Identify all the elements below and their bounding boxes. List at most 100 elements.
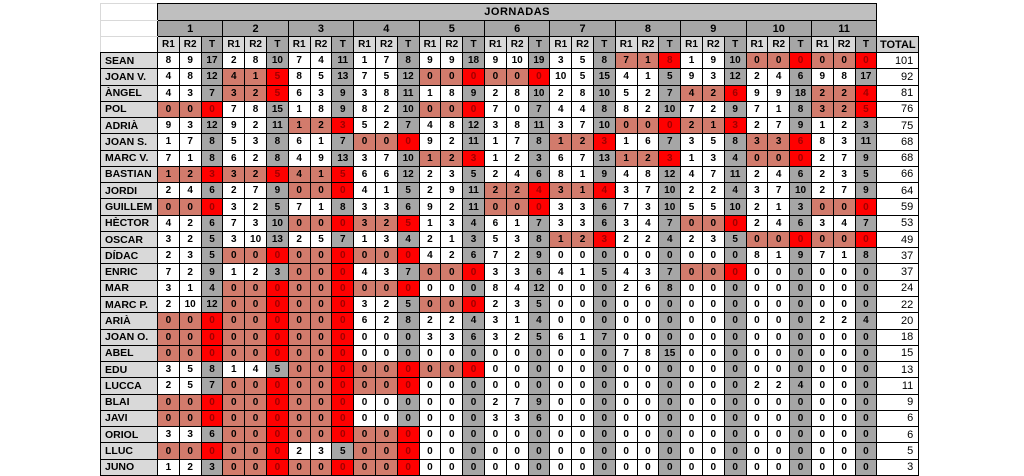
- score-cell-r2[interactable]: 7: [767, 117, 791, 135]
- score-cell-r2[interactable]: 0: [571, 393, 594, 411]
- score-cell-total[interactable]: 4: [396, 230, 420, 249]
- score-cell-total[interactable]: 5: [592, 263, 616, 281]
- score-cell-r2[interactable]: 0: [374, 458, 398, 476]
- score-cell-r2[interactable]: 8: [244, 100, 267, 119]
- score-cell-r2[interactable]: 0: [767, 149, 791, 167]
- score-cell-r1[interactable]: 0: [614, 409, 638, 428]
- round-header-r2[interactable]: R2: [178, 36, 202, 53]
- score-cell-r1[interactable]: 0: [353, 247, 376, 265]
- score-cell-r1[interactable]: 3: [353, 295, 376, 314]
- score-cell-total[interactable]: 0: [396, 279, 420, 297]
- score-cell-total[interactable]: 0: [592, 344, 616, 363]
- score-cell-total[interactable]: 0: [658, 117, 682, 135]
- score-cell-total[interactable]: 15: [265, 100, 289, 119]
- score-cell-r1[interactable]: 0: [353, 458, 376, 476]
- score-cell-r2[interactable]: 0: [636, 409, 660, 428]
- score-cell-r2[interactable]: 1: [636, 51, 660, 70]
- score-cell-r1[interactable]: 0: [353, 393, 376, 411]
- score-cell-r2[interactable]: 3: [440, 165, 464, 184]
- score-cell-r1[interactable]: 0: [222, 344, 246, 363]
- score-cell-r2[interactable]: 0: [440, 442, 464, 460]
- score-cell-r1[interactable]: 3: [483, 312, 507, 330]
- score-cell-r1[interactable]: 0: [549, 458, 573, 476]
- score-cell-r1[interactable]: 0: [549, 247, 573, 265]
- score-cell-r2[interactable]: 0: [440, 458, 464, 476]
- score-cell-r2[interactable]: 0: [832, 230, 856, 249]
- score-cell-r1[interactable]: 0: [549, 344, 573, 363]
- score-cell-r1[interactable]: 0: [745, 295, 769, 314]
- corner-cell[interactable]: [100, 36, 158, 53]
- score-cell-total[interactable]: 0: [723, 426, 747, 444]
- score-cell-total[interactable]: 8: [265, 133, 289, 151]
- score-cell-r1[interactable]: 3: [680, 133, 703, 151]
- player-total-cell[interactable]: 49: [876, 230, 920, 249]
- score-cell-r1[interactable]: 0: [418, 393, 442, 411]
- score-cell-total[interactable]: 10: [592, 117, 616, 135]
- score-cell-total[interactable]: 0: [331, 393, 355, 411]
- score-cell-total[interactable]: 0: [462, 409, 485, 428]
- score-cell-r2[interactable]: 1: [178, 279, 202, 297]
- score-cell-r2[interactable]: 2: [505, 328, 529, 346]
- score-cell-total[interactable]: 0: [396, 377, 420, 395]
- score-cell-total[interactable]: 11: [462, 182, 485, 200]
- score-cell-r2[interactable]: 0: [505, 426, 529, 444]
- score-cell-r2[interactable]: 4: [767, 68, 791, 86]
- player-name-cell[interactable]: ÀNGEL: [100, 84, 158, 102]
- score-cell-r2[interactable]: 0: [767, 393, 791, 411]
- score-cell-r2[interactable]: 0: [832, 263, 856, 281]
- score-cell-r1[interactable]: 0: [810, 377, 834, 395]
- score-cell-total[interactable]: 3: [462, 149, 485, 167]
- score-cell-total[interactable]: 5: [265, 361, 289, 379]
- score-cell-r2[interactable]: 0: [178, 442, 202, 460]
- score-cell-r1[interactable]: 3: [157, 230, 180, 249]
- score-cell-total[interactable]: 5: [331, 165, 355, 184]
- score-cell-r2[interactable]: 6: [636, 279, 660, 297]
- score-cell-total[interactable]: 0: [331, 279, 355, 297]
- score-cell-r2[interactable]: 0: [701, 442, 725, 460]
- score-cell-total[interactable]: 8: [331, 198, 355, 216]
- score-cell-r2[interactable]: 0: [571, 377, 594, 395]
- score-cell-r1[interactable]: 0: [614, 442, 638, 460]
- score-cell-r2[interactable]: 5: [701, 198, 725, 216]
- score-cell-r2[interactable]: 8: [636, 344, 660, 363]
- score-cell-r1[interactable]: 3: [614, 182, 638, 200]
- score-cell-total[interactable]: 5: [658, 68, 682, 86]
- round-header-t[interactable]: T: [592, 36, 616, 53]
- score-cell-total[interactable]: 15: [592, 68, 616, 86]
- score-cell-r1[interactable]: 0: [680, 295, 703, 314]
- score-cell-total[interactable]: 0: [592, 295, 616, 314]
- score-cell-r1[interactable]: 8: [287, 68, 311, 86]
- score-cell-r2[interactable]: 0: [832, 328, 856, 346]
- score-cell-r2[interactable]: 2: [440, 198, 464, 216]
- score-cell-r2[interactable]: 7: [701, 165, 725, 184]
- score-cell-r1[interactable]: 7: [614, 51, 638, 70]
- score-cell-r2[interactable]: 0: [374, 393, 398, 411]
- score-cell-r2[interactable]: 8: [374, 84, 398, 102]
- round-header-t[interactable]: T: [331, 36, 355, 53]
- score-cell-r1[interactable]: 1: [680, 149, 703, 167]
- score-cell-r2[interactable]: 8: [309, 100, 333, 119]
- score-cell-r1[interactable]: 2: [483, 393, 507, 411]
- score-cell-total[interactable]: 4: [723, 182, 747, 200]
- score-cell-r2[interactable]: 0: [374, 409, 398, 428]
- score-cell-r2[interactable]: 0: [636, 393, 660, 411]
- score-cell-total[interactable]: 5: [396, 295, 420, 314]
- score-cell-r1[interactable]: 3: [483, 409, 507, 428]
- score-cell-r2[interactable]: 7: [832, 182, 856, 200]
- score-cell-r1[interactable]: 0: [483, 361, 507, 379]
- score-cell-r1[interactable]: 2: [157, 295, 180, 314]
- score-cell-r2[interactable]: 0: [244, 442, 267, 460]
- player-name-cell[interactable]: POL: [100, 100, 158, 119]
- score-cell-total[interactable]: 8: [200, 149, 224, 167]
- score-cell-r2[interactable]: 1: [571, 182, 594, 200]
- score-cell-r2[interactable]: 0: [178, 100, 202, 119]
- player-total-cell[interactable]: 66: [876, 165, 920, 184]
- score-cell-total[interactable]: 9: [592, 165, 616, 184]
- score-cell-r2[interactable]: 8: [505, 117, 529, 135]
- score-cell-r1[interactable]: 0: [810, 409, 834, 428]
- round-header-r1[interactable]: R1: [157, 36, 180, 53]
- score-cell-r1[interactable]: 2: [810, 165, 834, 184]
- score-cell-total[interactable]: 5: [265, 68, 289, 86]
- score-cell-total[interactable]: 0: [265, 409, 289, 428]
- score-cell-r2[interactable]: 2: [701, 84, 725, 102]
